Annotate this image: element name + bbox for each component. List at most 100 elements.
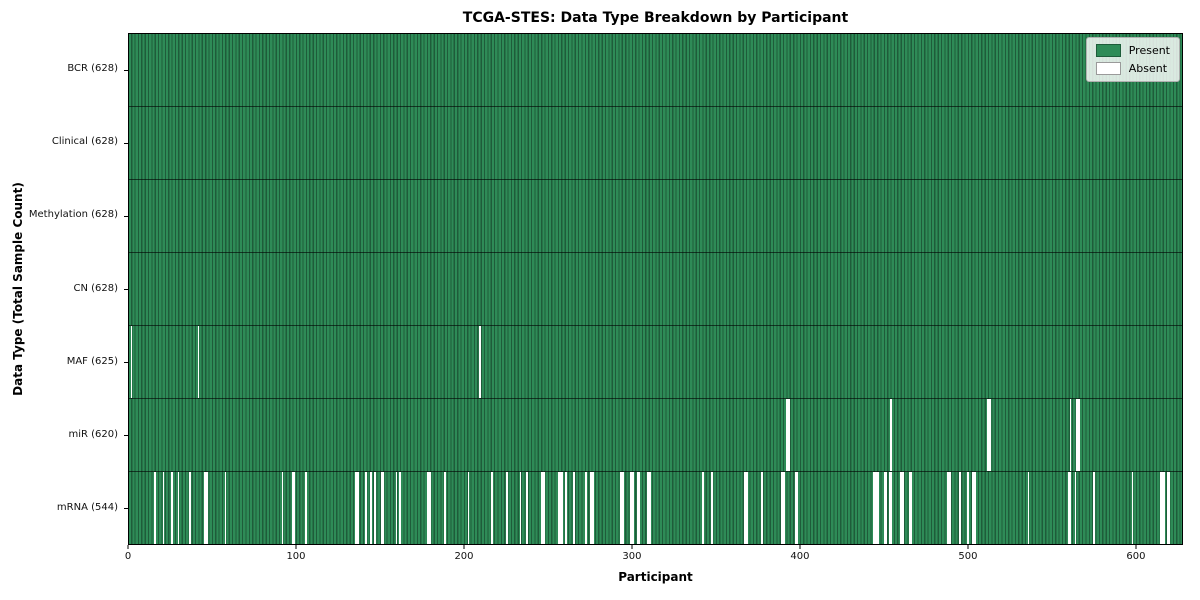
absent-stripe [761,472,763,544]
legend-swatch-present [1095,44,1121,57]
absent-stripe [637,472,639,544]
plot-area [128,33,1183,545]
absent-stripe [648,472,651,544]
absent-stripe [1168,472,1171,544]
legend-item-absent: Absent [1095,62,1170,75]
absent-stripe [380,472,383,544]
absent-stripe [746,472,748,544]
absent-stripe [444,472,446,544]
absent-stripe [782,472,785,544]
absent-stripe [543,472,545,544]
absent-stripe [305,472,307,544]
absent-stripe [908,472,911,544]
absent-stripe [1067,472,1070,544]
absent-stripe [467,472,470,544]
y-tick-mark [124,69,128,71]
absent-stripe [561,472,564,544]
absent-stripe [170,472,173,544]
absent-stripe [224,472,227,544]
absent-stripe [206,472,208,544]
absent-stripe [355,472,358,544]
absent-stripe [948,472,951,544]
absent-stripe [1161,472,1164,544]
absent-stripe [888,472,891,544]
absent-stripe [506,472,508,544]
y-tick-mark [124,289,128,290]
absent-stripe [885,472,887,544]
absent-stripe [1160,472,1162,544]
absent-stripe [373,472,376,544]
y-tick-label: BCR (628) [67,63,118,75]
legend-label-absent: Absent [1128,62,1168,75]
absent-stripe [1069,399,1072,471]
absent-stripe [967,472,970,544]
absent-stripe [541,472,544,544]
absent-stripe [910,472,913,544]
legend: Present Absent [1085,37,1180,82]
absent-stripe [291,472,294,544]
x-tick-mark [967,545,969,549]
row-Methylation [129,179,1182,252]
absent-stripe [974,472,976,544]
absent-stripe [987,399,990,471]
absent-stripe [1166,472,1169,544]
chart-title: TCGA-STES: Data Type Breakdown by Partic… [462,10,849,26]
absent-stripe [947,472,949,544]
absent-stripe [972,472,975,544]
absent-stripe [162,472,165,544]
absent-stripe [796,472,799,544]
absent-stripe [1078,399,1080,471]
absent-stripe [197,326,200,398]
x-tick-mark [295,545,297,549]
absent-stripe [427,472,430,544]
x-tick-mark [463,545,465,549]
x-tick-label: 400 [790,551,810,562]
absent-stripe [744,472,747,544]
x-tick-mark [1135,545,1137,549]
x-tick-mark [799,545,801,549]
absent-stripe [875,472,877,544]
absent-stripe [491,472,493,544]
y-tick-label: mRNA (544) [56,501,118,513]
absent-stripe [429,472,431,544]
absent-stripe [989,399,991,471]
absent-stripe [621,472,624,544]
x-tick-mark [127,545,129,549]
y-tick-label: MAF (625) [66,355,118,367]
y-axis: BCR (628) Clinical (628) Methylation (628)… [0,0,128,600]
absent-stripe [559,472,562,544]
absent-stripe [1069,472,1072,544]
y-tick-mark [124,435,128,437]
absent-stripe [873,472,876,544]
absent-stripe [883,472,886,544]
x-axis: 0 100 200 300 400 500 600 [124,545,1183,569]
absent-stripe [620,472,623,544]
y-tick-mark [124,142,128,144]
absent-stripe [479,326,482,398]
absent-stripe [395,472,398,544]
absent-stripe [900,472,903,544]
absent-stripe [876,472,879,544]
absent-stripe [630,472,633,544]
absent-stripe [293,472,296,544]
row-BCR [129,34,1182,106]
absent-stripe [590,472,592,544]
absent-stripe [370,472,373,544]
x-tick-label: 100 [286,551,306,562]
y-tick-label: CN (628) [73,282,118,294]
absent-stripe [890,399,892,471]
row-MAF [129,325,1182,398]
x-tick-label: 0 [124,551,132,562]
row-mRNA [129,471,1182,544]
absent-stripe [1074,472,1077,544]
y-tick-mark [124,215,128,217]
y-tick-mark [124,508,128,510]
absent-stripe [526,472,529,544]
absent-stripe [177,472,180,544]
x-tick-label: 300 [622,551,642,562]
absent-stripe [189,472,192,544]
absent-stripe [558,472,560,544]
absent-stripe [647,472,649,544]
absent-stripe [890,472,892,544]
